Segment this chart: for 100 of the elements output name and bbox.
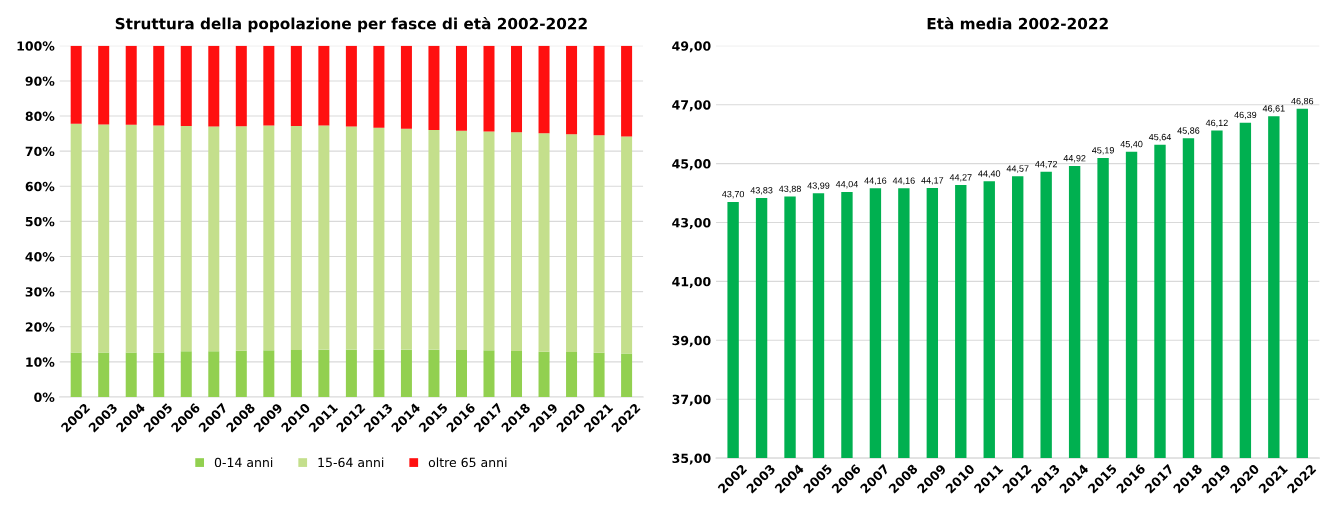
data-label: 43,88	[778, 185, 801, 194]
y-tick-label: 37,00	[672, 394, 711, 406]
legend-label: 15-64 anni	[318, 457, 384, 468]
bar	[180, 45, 192, 126]
bar	[180, 351, 192, 398]
bar	[153, 352, 165, 398]
data-label: 45,19	[1091, 147, 1114, 155]
data-label: 44,04	[835, 180, 858, 189]
bar	[621, 353, 633, 398]
data-label: 43,83	[750, 187, 773, 195]
bar	[373, 349, 385, 398]
bar	[318, 45, 330, 126]
bar	[566, 45, 578, 135]
bar	[345, 126, 357, 350]
bar	[153, 45, 165, 126]
bar	[98, 124, 110, 353]
bar	[125, 45, 137, 125]
bar	[511, 132, 523, 352]
bar	[566, 134, 578, 353]
data-label: 46,61	[1262, 105, 1285, 113]
bar	[538, 45, 550, 134]
bar	[318, 125, 330, 350]
bar	[400, 128, 412, 350]
bar	[428, 349, 440, 398]
bar	[98, 352, 110, 398]
bar	[208, 45, 220, 127]
bar	[290, 349, 302, 398]
bar	[538, 351, 550, 398]
bar	[593, 352, 605, 398]
bar	[345, 349, 357, 398]
bar	[593, 135, 605, 353]
bar	[483, 45, 495, 132]
bar	[290, 45, 302, 126]
y-tick-label: 80%	[25, 111, 55, 121]
bar	[70, 123, 82, 353]
y-tick-label: 90%	[25, 76, 55, 86]
bar	[153, 125, 165, 353]
data-label: 44,16	[864, 177, 887, 185]
bar	[455, 45, 467, 131]
data-label: 44,16	[892, 177, 915, 185]
legend-label: oltre 65 anni	[428, 457, 507, 468]
data-label: 43,70	[722, 190, 745, 199]
bar	[455, 349, 467, 398]
bar	[400, 349, 412, 398]
bar	[98, 45, 110, 125]
bar	[208, 351, 220, 398]
bar	[538, 133, 550, 352]
y-tick-label: 43,00	[672, 217, 711, 230]
chart-title: Età media 2002-2022	[927, 16, 1108, 30]
y-tick-label: 49,00	[672, 41, 711, 53]
bar	[483, 131, 495, 351]
bar	[566, 352, 578, 398]
legend-label: 0-14 anni	[214, 457, 273, 468]
bar	[400, 45, 412, 129]
data-label: 46,12	[1205, 119, 1228, 128]
chart-title: Struttura della popolazione per fasce di età 2002-2022	[115, 16, 587, 33]
bar	[208, 126, 220, 352]
y-tick-label: 39,00	[672, 335, 711, 347]
y-tick-label: 60%	[25, 181, 55, 192]
data-label: 44,57	[1006, 165, 1029, 173]
y-tick-label: 45,00	[672, 159, 711, 171]
data-label: 44,72	[1035, 160, 1058, 169]
bar	[263, 45, 275, 126]
y-tick-label: 47,00	[672, 100, 711, 112]
data-label: 44,92	[1063, 155, 1086, 163]
bar	[621, 45, 633, 137]
bar	[373, 127, 385, 350]
bar	[511, 45, 523, 133]
bar	[125, 124, 137, 353]
bar	[235, 350, 247, 398]
y-tick-label: 70%	[25, 146, 55, 157]
bar	[263, 125, 275, 351]
y-tick-label: 0%	[34, 392, 55, 402]
y-tick-label: 35,00	[672, 453, 711, 465]
data-label: 46,86	[1291, 97, 1314, 106]
y-tick-label: 20%	[25, 322, 55, 332]
y-tick-label: 30%	[25, 287, 55, 297]
y-tick-label: 50%	[25, 216, 55, 227]
bar	[593, 45, 605, 136]
bar	[70, 352, 82, 398]
y-tick-label: 40%	[25, 252, 55, 262]
data-label: 44,27	[949, 174, 972, 182]
bar	[70, 45, 82, 124]
data-label: 44,17	[921, 177, 944, 185]
bar	[125, 352, 137, 398]
y-tick-label: 41,00	[672, 276, 711, 288]
data-label: 46,39	[1234, 111, 1257, 120]
bar	[483, 350, 495, 398]
data-label: 43,99	[807, 182, 830, 190]
bar	[511, 351, 523, 398]
data-label: 44,40	[978, 170, 1001, 178]
y-tick-label: 10%	[26, 357, 55, 367]
bar	[455, 130, 467, 350]
bar	[428, 130, 440, 350]
data-label: 45,40	[1120, 140, 1143, 149]
bar	[428, 45, 440, 131]
data-label: 45,86	[1177, 127, 1200, 135]
bar	[345, 45, 357, 127]
y-tick-label: 100%	[17, 41, 55, 51]
bar	[621, 136, 633, 354]
